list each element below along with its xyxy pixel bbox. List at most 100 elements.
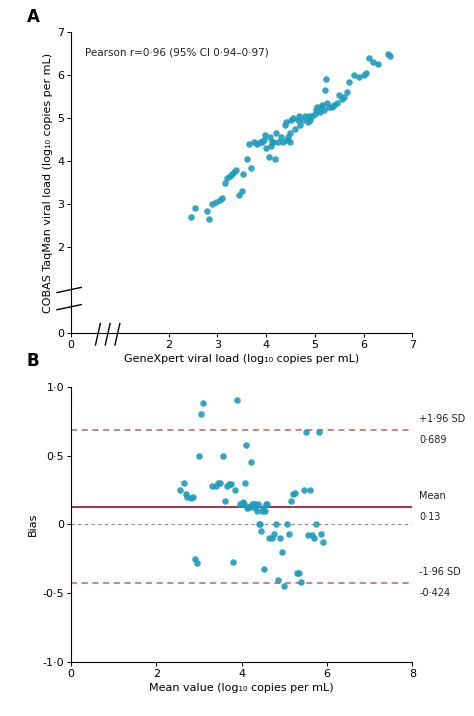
- Point: [362, 67, 370, 79]
- Point: [241, 478, 249, 489]
- Point: [267, 140, 275, 152]
- Point: [250, 136, 258, 147]
- Point: [326, 102, 333, 113]
- Text: Pearson r=0·96 (95% CI 0·94–0·97): Pearson r=0·96 (95% CI 0·94–0·97): [85, 47, 268, 57]
- Point: [278, 546, 286, 558]
- Point: [306, 115, 314, 126]
- X-axis label: Mean value (log₁₀ copies per mL): Mean value (log₁₀ copies per mL): [149, 683, 334, 693]
- Point: [187, 493, 194, 504]
- Point: [281, 119, 289, 130]
- Point: [302, 427, 310, 438]
- Point: [299, 115, 307, 126]
- Point: [271, 153, 279, 165]
- Point: [374, 59, 382, 70]
- Point: [266, 132, 274, 143]
- Point: [304, 530, 311, 541]
- Point: [254, 138, 261, 150]
- Point: [243, 502, 251, 513]
- Point: [284, 132, 292, 143]
- Point: [253, 505, 260, 516]
- Point: [254, 498, 262, 510]
- Point: [227, 479, 235, 490]
- Point: [312, 518, 320, 530]
- Point: [229, 556, 237, 567]
- Point: [221, 177, 228, 188]
- Point: [247, 457, 255, 468]
- Point: [248, 498, 256, 510]
- Point: [236, 190, 243, 201]
- Point: [256, 136, 264, 147]
- Point: [232, 164, 240, 175]
- Point: [315, 427, 322, 438]
- Point: [260, 134, 267, 145]
- Point: [197, 408, 205, 420]
- Point: [209, 198, 216, 210]
- Point: [203, 205, 210, 216]
- Point: [336, 89, 343, 100]
- Point: [276, 533, 284, 544]
- Point: [286, 127, 293, 139]
- Point: [317, 102, 325, 113]
- Point: [208, 480, 216, 492]
- Point: [261, 130, 269, 141]
- Point: [281, 581, 288, 592]
- Point: [338, 93, 346, 105]
- Point: [193, 557, 201, 569]
- Point: [365, 52, 372, 64]
- Point: [246, 500, 253, 512]
- Point: [310, 533, 318, 544]
- Point: [246, 500, 254, 512]
- Point: [270, 136, 277, 147]
- Point: [214, 478, 222, 489]
- Point: [180, 478, 188, 489]
- Point: [285, 528, 292, 540]
- Point: [305, 110, 313, 122]
- Text: B: B: [27, 352, 39, 370]
- Point: [213, 196, 220, 208]
- Point: [316, 106, 324, 117]
- Point: [291, 487, 299, 498]
- Point: [272, 127, 280, 139]
- Point: [370, 57, 377, 68]
- Point: [309, 110, 316, 122]
- Point: [239, 168, 246, 180]
- Point: [236, 498, 244, 510]
- Point: [283, 134, 291, 145]
- Point: [288, 115, 295, 126]
- Point: [183, 491, 191, 503]
- Point: [384, 48, 392, 59]
- Point: [289, 112, 297, 124]
- Point: [255, 518, 263, 530]
- Point: [221, 495, 228, 507]
- Text: 0·689: 0·689: [419, 435, 447, 445]
- Point: [350, 69, 358, 81]
- Point: [231, 484, 239, 495]
- Point: [330, 100, 338, 111]
- Point: [257, 526, 264, 537]
- Point: [320, 104, 328, 115]
- Point: [279, 136, 287, 147]
- Text: -1·96 SD: -1·96 SD: [419, 567, 461, 577]
- Point: [312, 104, 319, 115]
- Point: [248, 162, 255, 173]
- Text: A: A: [27, 8, 40, 26]
- Point: [295, 567, 303, 579]
- Point: [191, 553, 199, 565]
- Point: [274, 136, 282, 147]
- Point: [223, 480, 230, 492]
- Point: [245, 500, 252, 512]
- Point: [298, 576, 305, 588]
- Point: [176, 484, 183, 495]
- Point: [264, 498, 271, 510]
- Point: [219, 450, 226, 461]
- Point: [261, 505, 269, 516]
- Point: [295, 110, 303, 122]
- Point: [243, 153, 250, 165]
- X-axis label: GeneXpert viral load (log₁₀ copies per mL): GeneXpert viral load (log₁₀ copies per m…: [124, 354, 359, 364]
- Text: Mean: Mean: [419, 491, 446, 501]
- Point: [296, 119, 304, 130]
- Point: [289, 488, 297, 500]
- Point: [323, 97, 331, 109]
- Point: [187, 211, 194, 223]
- Point: [245, 138, 253, 150]
